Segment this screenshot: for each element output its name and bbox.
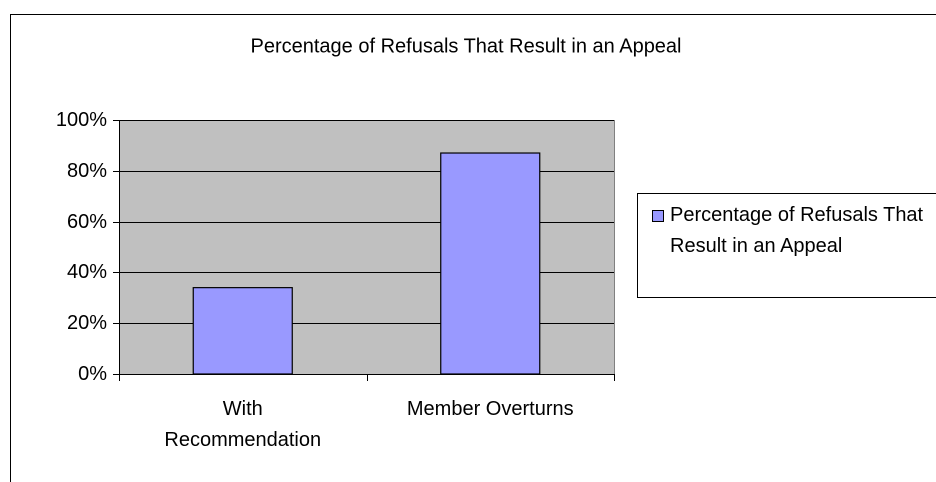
y-tick-label: 80% [67, 160, 107, 182]
y-tick-label: 100% [56, 109, 107, 131]
legend-box [637, 193, 936, 298]
y-tick-label: 40% [67, 261, 107, 283]
bar [192, 287, 293, 375]
x-tick-label: Member Overturns [406, 398, 574, 420]
legend-label: Percentage of Refusals That Result in an… [670, 204, 924, 257]
x-tick-label: With Recommendation [164, 398, 322, 451]
y-tick-label: 60% [67, 211, 107, 233]
legend-swatch [652, 210, 664, 222]
y-tick-label: 0% [78, 363, 107, 385]
bar [440, 152, 541, 375]
y-tick-label: 20% [67, 312, 107, 334]
chart-title: Percentage of Refusals That Result in an… [250, 35, 681, 57]
